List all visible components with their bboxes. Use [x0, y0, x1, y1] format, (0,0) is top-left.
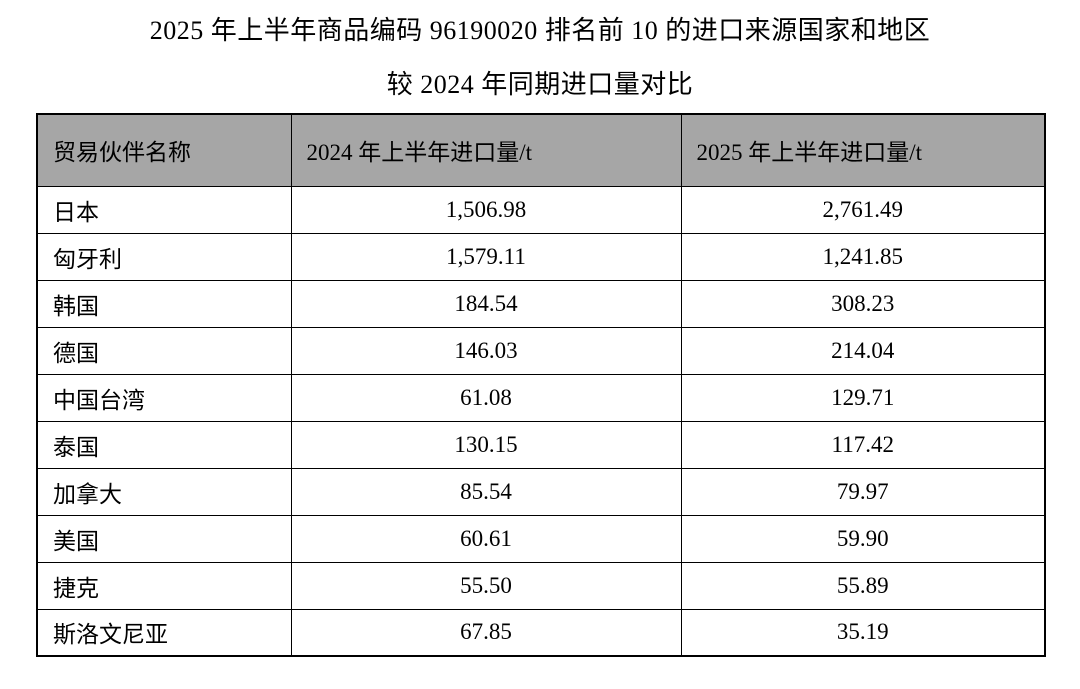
table-header: 贸易伙伴名称 2024 年上半年进口量/t 2025 年上半年进口量/t	[36, 113, 1046, 187]
table-row: 韩国 184.54 308.23	[36, 279, 1046, 328]
header-partner-name: 贸易伙伴名称	[36, 113, 292, 187]
value-2024-cell: 146.03	[290, 326, 682, 375]
value-2024-cell: 67.85	[290, 608, 682, 657]
value-2025-cell: 117.42	[680, 420, 1046, 469]
partner-cell: 美国	[36, 514, 292, 563]
partner-cell: 加拿大	[36, 467, 292, 516]
value-2025-cell: 59.90	[680, 514, 1046, 563]
table-row: 捷克 55.50 55.89	[36, 561, 1046, 610]
partner-cell: 捷克	[36, 561, 292, 610]
partner-cell: 韩国	[36, 279, 292, 328]
table-row: 斯洛文尼亚 67.85 35.19	[36, 608, 1046, 657]
document-title: 2025 年上半年商品编码 96190020 排名前 10 的进口来源国家和地区…	[0, 0, 1080, 98]
table-row: 加拿大 85.54 79.97	[36, 467, 1046, 516]
partner-cell: 德国	[36, 326, 292, 375]
value-2024-cell: 61.08	[290, 373, 682, 422]
value-2025-cell: 1,241.85	[680, 232, 1046, 281]
value-2024-cell: 130.15	[290, 420, 682, 469]
partner-cell: 斯洛文尼亚	[36, 608, 292, 657]
title-line-2: 较 2024 年同期进口量对比	[386, 70, 694, 99]
value-2025-cell: 214.04	[680, 326, 1046, 375]
value-2024-cell: 55.50	[290, 561, 682, 610]
value-2025-cell: 55.89	[680, 561, 1046, 610]
header-2025-imports: 2025 年上半年进口量/t	[680, 113, 1046, 187]
value-2024-cell: 1,506.98	[290, 185, 682, 234]
value-2025-cell: 129.71	[680, 373, 1046, 422]
import-comparison-table: 贸易伙伴名称 2024 年上半年进口量/t 2025 年上半年进口量/t 日本 …	[36, 113, 1046, 657]
header-2024-imports: 2024 年上半年进口量/t	[290, 113, 682, 187]
header-row: 贸易伙伴名称 2024 年上半年进口量/t 2025 年上半年进口量/t	[36, 113, 1046, 187]
value-2024-cell: 60.61	[290, 514, 682, 563]
value-2024-cell: 85.54	[290, 467, 682, 516]
title-line-1: 2025 年上半年商品编码 96190020 排名前 10 的进口来源国家和地区	[149, 16, 931, 45]
value-2025-cell: 2,761.49	[680, 185, 1046, 234]
value-2024-cell: 1,579.11	[290, 232, 682, 281]
value-2025-cell: 35.19	[680, 608, 1046, 657]
table-row: 德国 146.03 214.04	[36, 326, 1046, 375]
partner-cell: 泰国	[36, 420, 292, 469]
table-row: 日本 1,506.98 2,761.49	[36, 185, 1046, 234]
partner-cell: 日本	[36, 185, 292, 234]
partner-cell: 匈牙利	[36, 232, 292, 281]
table-row: 匈牙利 1,579.11 1,241.85	[36, 232, 1046, 281]
table-row: 中国台湾 61.08 129.71	[36, 373, 1046, 422]
value-2024-cell: 184.54	[290, 279, 682, 328]
table-body: 日本 1,506.98 2,761.49 匈牙利 1,579.11 1,241.…	[36, 185, 1046, 657]
table-row: 泰国 130.15 117.42	[36, 420, 1046, 469]
value-2025-cell: 308.23	[680, 279, 1046, 328]
table-row: 美国 60.61 59.90	[36, 514, 1046, 563]
partner-cell: 中国台湾	[36, 373, 292, 422]
value-2025-cell: 79.97	[680, 467, 1046, 516]
